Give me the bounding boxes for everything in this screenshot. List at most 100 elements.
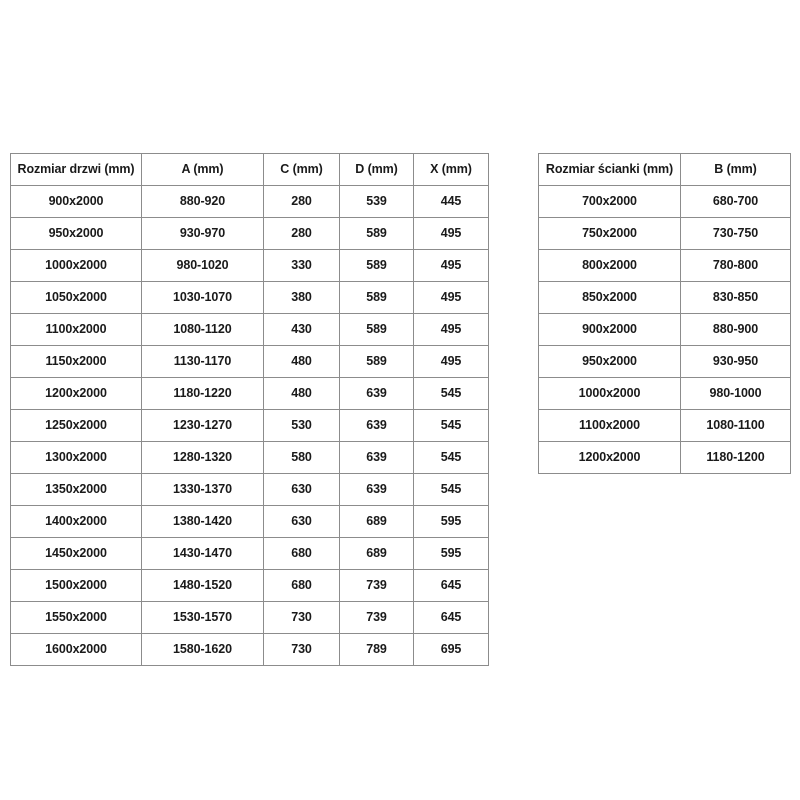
wall-panel-dimensions-table: Rozmiar ścianki (mm) B (mm) 700x2000 680-… xyxy=(538,153,791,474)
cell-d: 589 xyxy=(339,249,414,282)
cell-x: 495 xyxy=(413,313,489,346)
cell-a: 1130-1170 xyxy=(141,345,264,378)
cell-door-size: 1150x2000 xyxy=(10,345,142,378)
cell-door-size: 1450x2000 xyxy=(10,537,142,570)
cell-x: 495 xyxy=(413,217,489,250)
cell-door-size: 1500x2000 xyxy=(10,569,142,602)
cell-d: 639 xyxy=(339,409,414,442)
cell-d: 589 xyxy=(339,313,414,346)
cell-wall-size: 1000x2000 xyxy=(538,377,681,410)
column-header-d: D (mm) xyxy=(339,153,414,186)
cell-x: 695 xyxy=(413,633,489,666)
table-row: 1150x2000 1130-1170 480 589 495 xyxy=(10,345,489,378)
cell-a: 980-1020 xyxy=(141,249,264,282)
cell-wall-size: 950x2000 xyxy=(538,345,681,378)
cell-x: 645 xyxy=(413,601,489,634)
table-row: 850x2000 830-850 xyxy=(538,281,791,314)
cell-wall-size: 1100x2000 xyxy=(538,409,681,442)
table-row: 800x2000 780-800 xyxy=(538,249,791,282)
table-row: 900x2000 880-920 280 539 445 xyxy=(10,185,489,218)
table-row: 750x2000 730-750 xyxy=(538,217,791,250)
cell-door-size: 1250x2000 xyxy=(10,409,142,442)
cell-door-size: 1300x2000 xyxy=(10,441,142,474)
cell-c: 630 xyxy=(263,505,340,538)
cell-c: 430 xyxy=(263,313,340,346)
cell-d: 639 xyxy=(339,473,414,506)
table-row: 1200x2000 1180-1220 480 639 545 xyxy=(10,377,489,410)
table-row: 1400x2000 1380-1420 630 689 595 xyxy=(10,505,489,538)
cell-door-size: 950x2000 xyxy=(10,217,142,250)
table-row: 1300x2000 1280-1320 580 639 545 xyxy=(10,441,489,474)
cell-d: 589 xyxy=(339,345,414,378)
cell-a: 1030-1070 xyxy=(141,281,264,314)
cell-x: 545 xyxy=(413,409,489,442)
table-row: 1250x2000 1230-1270 530 639 545 xyxy=(10,409,489,442)
cell-wall-size: 700x2000 xyxy=(538,185,681,218)
cell-x: 595 xyxy=(413,505,489,538)
cell-door-size: 1600x2000 xyxy=(10,633,142,666)
column-header-door-size: Rozmiar drzwi (mm) xyxy=(10,153,142,186)
table-row: 1000x2000 980-1020 330 589 495 xyxy=(10,249,489,282)
cell-a: 1580-1620 xyxy=(141,633,264,666)
cell-c: 580 xyxy=(263,441,340,474)
cell-c: 730 xyxy=(263,601,340,634)
cell-door-size: 1200x2000 xyxy=(10,377,142,410)
table-row: 1350x2000 1330-1370 630 639 545 xyxy=(10,473,489,506)
cell-door-size: 1000x2000 xyxy=(10,249,142,282)
cell-d: 639 xyxy=(339,377,414,410)
column-header-a: A (mm) xyxy=(141,153,264,186)
cell-d: 589 xyxy=(339,281,414,314)
wall-table-body: 700x2000 680-700 750x2000 730-750 800x2000 78… xyxy=(538,185,791,474)
cell-d: 689 xyxy=(339,537,414,570)
cell-x: 495 xyxy=(413,249,489,282)
table-row: 700x2000 680-700 xyxy=(538,185,791,218)
column-header-x: X (mm) xyxy=(413,153,489,186)
cell-c: 330 xyxy=(263,249,340,282)
cell-door-size: 1050x2000 xyxy=(10,281,142,314)
cell-d: 589 xyxy=(339,217,414,250)
cell-a: 1230-1270 xyxy=(141,409,264,442)
door-dimensions-table: Rozmiar drzwi (mm) A (mm) C (mm) D (mm) … xyxy=(10,153,489,666)
cell-a: 1280-1320 xyxy=(141,441,264,474)
cell-a: 880-920 xyxy=(141,185,264,218)
table-header-row: Rozmiar ścianki (mm) B (mm) xyxy=(538,153,791,186)
cell-x: 545 xyxy=(413,473,489,506)
cell-x: 495 xyxy=(413,345,489,378)
cell-a: 930-970 xyxy=(141,217,264,250)
cell-a: 1430-1470 xyxy=(141,537,264,570)
cell-a: 1180-1220 xyxy=(141,377,264,410)
table-header-row: Rozmiar drzwi (mm) A (mm) C (mm) D (mm) … xyxy=(10,153,489,186)
cell-wall-size: 750x2000 xyxy=(538,217,681,250)
cell-a: 1330-1370 xyxy=(141,473,264,506)
table-row: 1000x2000 980-1000 xyxy=(538,377,791,410)
cell-b: 680-700 xyxy=(680,185,791,218)
cell-c: 680 xyxy=(263,569,340,602)
table-row: 1450x2000 1430-1470 680 689 595 xyxy=(10,537,489,570)
column-header-wall-size: Rozmiar ścianki (mm) xyxy=(538,153,681,186)
cell-wall-size: 850x2000 xyxy=(538,281,681,314)
cell-b: 1080-1100 xyxy=(680,409,791,442)
cell-door-size: 1550x2000 xyxy=(10,601,142,634)
table-row: 950x2000 930-970 280 589 495 xyxy=(10,217,489,250)
cell-c: 280 xyxy=(263,217,340,250)
cell-door-size: 1350x2000 xyxy=(10,473,142,506)
column-header-c: C (mm) xyxy=(263,153,340,186)
cell-b: 980-1000 xyxy=(680,377,791,410)
column-header-b: B (mm) xyxy=(680,153,791,186)
cell-x: 595 xyxy=(413,537,489,570)
cell-b: 830-850 xyxy=(680,281,791,314)
cell-c: 730 xyxy=(263,633,340,666)
cell-b: 1180-1200 xyxy=(680,441,791,474)
table-row: 1050x2000 1030-1070 380 589 495 xyxy=(10,281,489,314)
cell-a: 1080-1120 xyxy=(141,313,264,346)
door-table-body: 900x2000 880-920 280 539 445 950x2000 930-970 2… xyxy=(10,185,489,666)
wall-table-header: Rozmiar ścianki (mm) B (mm) xyxy=(538,153,791,186)
cell-c: 680 xyxy=(263,537,340,570)
cell-a: 1380-1420 xyxy=(141,505,264,538)
cell-c: 630 xyxy=(263,473,340,506)
cell-b: 780-800 xyxy=(680,249,791,282)
cell-b: 880-900 xyxy=(680,313,791,346)
cell-wall-size: 800x2000 xyxy=(538,249,681,282)
table-row: 1200x2000 1180-1200 xyxy=(538,441,791,474)
